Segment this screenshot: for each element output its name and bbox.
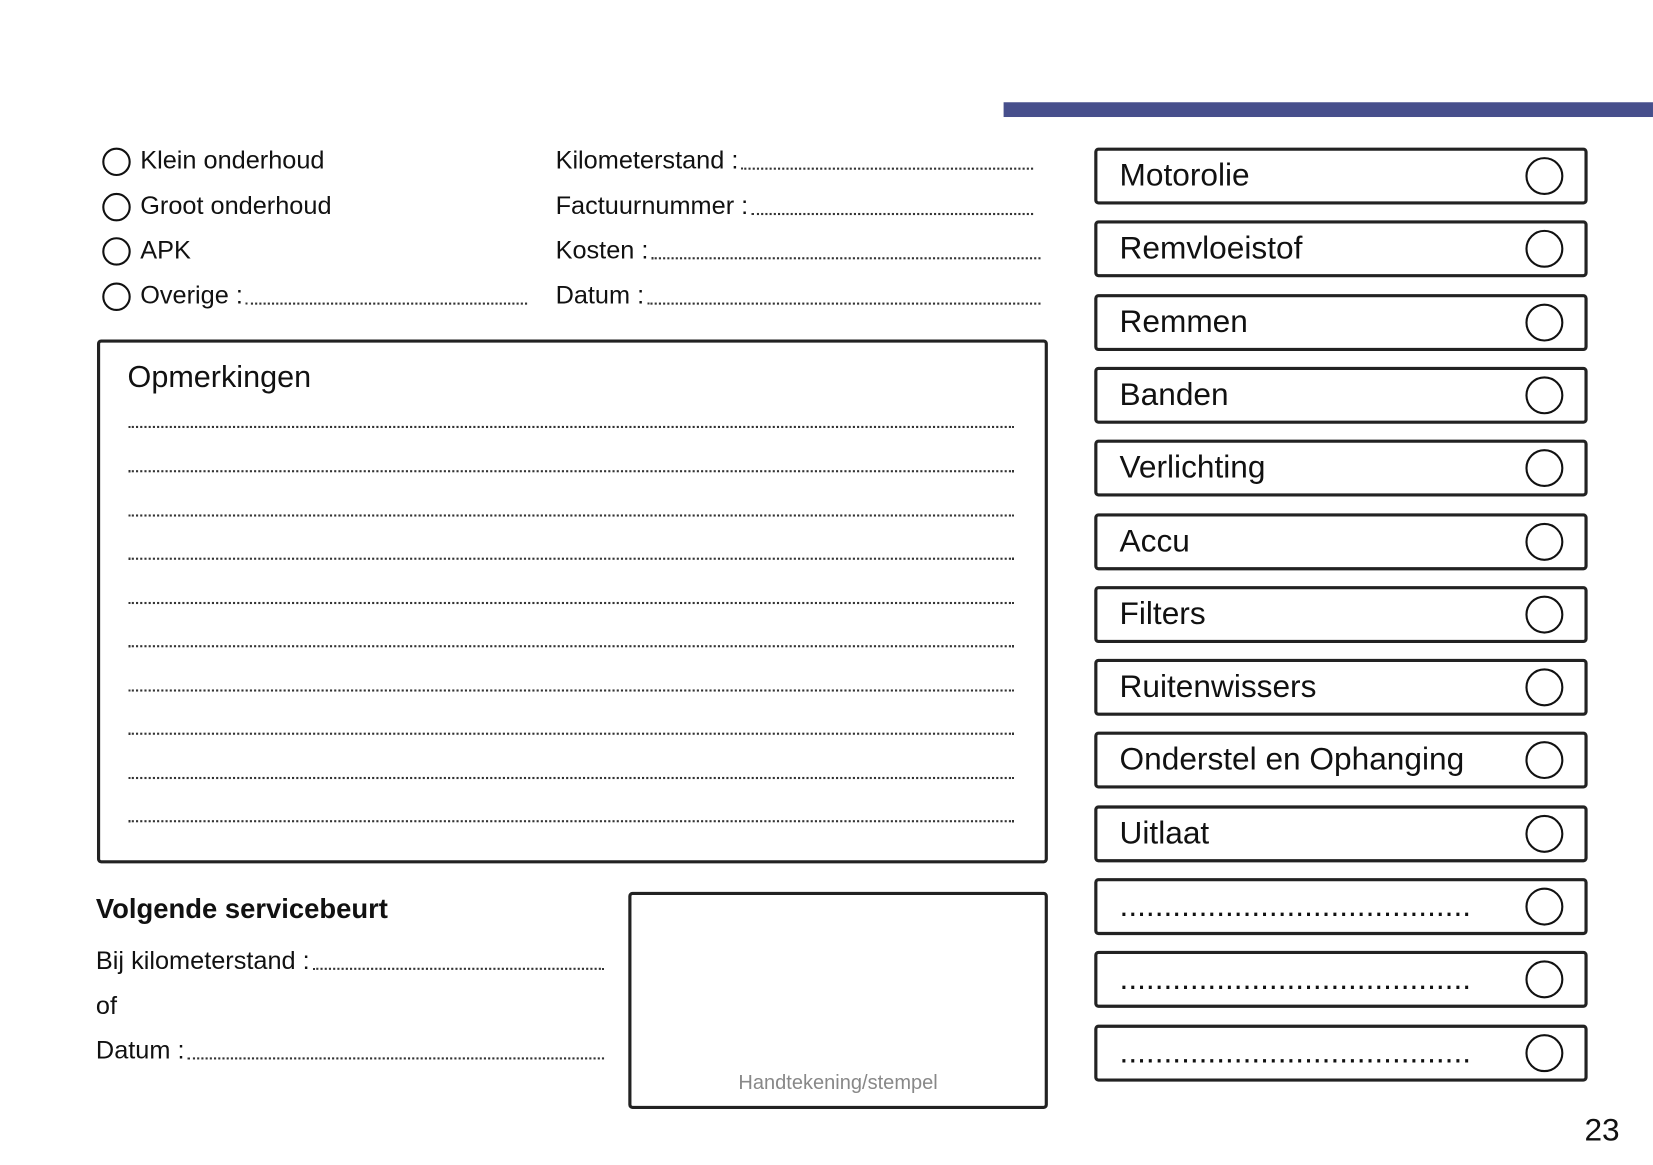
checklist-label: Accu (1119, 523, 1190, 559)
radio-klein-onderhoud[interactable]: Klein onderhoud (102, 147, 324, 177)
checkbox-circle-icon[interactable] (1525, 522, 1564, 561)
checkbox-circle-icon[interactable] (1525, 741, 1564, 780)
next-date-input-line[interactable] (187, 1057, 605, 1060)
checklist-item[interactable]: Uitlaat (1094, 805, 1588, 863)
field-label: Datum : (95, 1036, 185, 1065)
next-km-input-line[interactable] (312, 967, 605, 970)
field-kosten: Kosten : (556, 236, 1041, 266)
radio-label: Groot onderhoud (140, 191, 332, 221)
checklist-item[interactable]: Banden (1094, 366, 1588, 424)
remarks-line[interactable] (128, 820, 1015, 823)
checklist-item[interactable]: ........................................ (1094, 1024, 1588, 1082)
field-factuurnummer: Factuurnummer : (556, 192, 1034, 222)
signature-caption: Handtekening/stempel (738, 1072, 938, 1095)
remarks-line[interactable] (128, 425, 1015, 429)
remarks-box (96, 339, 1048, 864)
field-label: Datum : (555, 281, 645, 310)
or-label: of (95, 992, 118, 1021)
remarks-title: Opmerkingen (127, 360, 312, 395)
checkbox-circle-icon[interactable] (1525, 303, 1564, 342)
checklist-item[interactable]: Ruitenwissers (1094, 658, 1588, 716)
field-label: Kilometerstand : (555, 146, 739, 175)
field-kilometerstand: Kilometerstand : (556, 147, 1034, 177)
checklist-label: Filters (1119, 596, 1206, 632)
checklist-label: ........................................ (1119, 888, 1472, 924)
checklist-item[interactable]: Accu (1094, 512, 1588, 570)
checkbox-circle-icon[interactable] (1525, 595, 1564, 634)
field-datum: Datum : (556, 281, 1041, 311)
checkbox-circle-icon[interactable] (1525, 1033, 1564, 1072)
remarks-line[interactable] (128, 557, 1015, 560)
signature-box[interactable] (628, 891, 1048, 1110)
checklist-label: Uitlaat (1119, 815, 1210, 851)
next-service-title: Volgende servicebeurt (95, 892, 388, 925)
checklist-label: Onderstel en Ophanging (1119, 742, 1465, 778)
kosten-input-line[interactable] (651, 257, 1041, 260)
checklist-item[interactable]: Verlichting (1094, 439, 1588, 497)
remarks-line[interactable] (128, 689, 1015, 692)
checklist-label: Ruitenwissers (1119, 669, 1317, 705)
field-label: Bij kilometerstand : (95, 946, 310, 976)
remarks-line[interactable] (128, 514, 1015, 517)
checkbox-circle-icon[interactable] (1525, 887, 1564, 926)
radio-overige[interactable]: Overige : (102, 281, 528, 311)
radio-circle-icon (102, 147, 131, 176)
radio-label: APK (140, 236, 191, 265)
checklist-label: Motorolie (1119, 158, 1250, 193)
checkbox-circle-icon[interactable] (1525, 376, 1564, 415)
remarks-line[interactable] (128, 645, 1015, 648)
remarks-line[interactable] (128, 776, 1015, 780)
radio-label: Overige : (140, 281, 243, 310)
checklist-label: ........................................ (1119, 961, 1472, 997)
checklist-label: Remmen (1119, 304, 1248, 340)
checklist-label: Verlichting (1119, 450, 1266, 486)
checklist-item[interactable]: ........................................ (1094, 951, 1588, 1009)
page-number: 23 (1584, 1113, 1620, 1149)
checkbox-circle-icon[interactable] (1525, 668, 1564, 707)
checklist-label: Remvloeistof (1119, 231, 1303, 266)
radio-circle-icon (102, 192, 131, 221)
checklist-item[interactable]: Filters (1094, 585, 1588, 643)
checklist-label: Banden (1119, 377, 1229, 413)
overige-input-line[interactable] (246, 302, 528, 305)
next-service-km: Bij kilometerstand : (95, 946, 605, 977)
checkbox-circle-icon[interactable] (1525, 814, 1564, 853)
checkbox-circle-icon[interactable] (1525, 960, 1564, 999)
radio-apk[interactable]: APK (102, 236, 191, 266)
radio-circle-icon (102, 236, 131, 266)
radio-circle-icon (102, 281, 131, 311)
checklist-label: ........................................ (1119, 1034, 1472, 1070)
remarks-line[interactable] (128, 470, 1015, 473)
checkbox-circle-icon[interactable] (1525, 449, 1564, 488)
kilometerstand-input-line[interactable] (741, 167, 1034, 170)
checklist-item[interactable]: Onderstel en Ophanging (1094, 732, 1588, 789)
checklist-item[interactable]: Remvloeistof (1094, 220, 1588, 278)
field-label: Factuurnummer : (555, 191, 749, 221)
field-label: Kosten : (555, 236, 649, 265)
header-accent-bar (1003, 102, 1653, 118)
radio-label: Klein onderhoud (140, 146, 325, 175)
factuurnummer-input-line[interactable] (751, 212, 1034, 216)
checklist-item[interactable]: Motorolie (1094, 147, 1588, 205)
checkbox-circle-icon[interactable] (1525, 230, 1564, 269)
next-service-or: of (96, 992, 117, 1022)
next-service-date: Datum : (95, 1036, 605, 1066)
checklist-item[interactable]: ........................................ (1094, 878, 1588, 936)
datum-input-line[interactable] (647, 302, 1041, 305)
radio-groot-onderhoud[interactable]: Groot onderhoud (102, 191, 332, 222)
remarks-line[interactable] (128, 601, 1015, 605)
checklist-item[interactable]: Remmen (1094, 293, 1588, 351)
remarks-line[interactable] (128, 732, 1015, 735)
checkbox-circle-icon[interactable] (1525, 157, 1564, 196)
